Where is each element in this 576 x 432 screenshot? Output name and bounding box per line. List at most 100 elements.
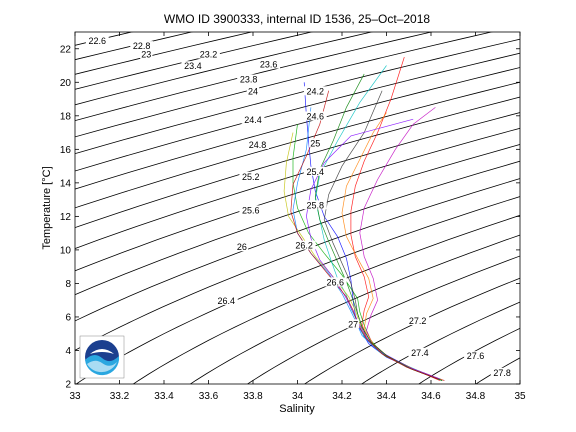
contour-label-bg <box>323 277 347 287</box>
profile-line <box>359 107 445 381</box>
y-tick-label: 10 <box>60 245 72 256</box>
contour-label-bg <box>241 114 265 124</box>
x-tick-label: 33.8 <box>243 391 263 402</box>
contour-label: 26.2 <box>295 241 313 251</box>
x-tick-label: 34.8 <box>466 391 486 402</box>
contour-label-bg <box>85 36 109 46</box>
contour-label: 24.6 <box>307 112 325 122</box>
contour-label: 26.4 <box>218 296 236 306</box>
isopycnal-line <box>75 38 520 155</box>
y-axis-label: Temperature [°C] <box>41 166 53 249</box>
isopycnal-line <box>75 196 520 384</box>
noaa-logo <box>79 335 125 379</box>
x-tick-label: 33.4 <box>154 391 174 402</box>
y-tick-label: 4 <box>65 346 71 357</box>
isopycnal-line <box>189 234 520 384</box>
contour-label-bg <box>246 140 269 149</box>
isopycnal-line <box>0 0 159 401</box>
contour-label-bg <box>239 171 263 181</box>
isopycnal-line <box>75 96 520 229</box>
contour-label: 27 <box>348 319 358 329</box>
contour-label-bg <box>303 111 327 121</box>
isopycnal-line <box>75 32 374 106</box>
contour-label: 25.8 <box>307 200 325 210</box>
isopycnal-line <box>75 144 520 296</box>
contour-label: 27.2 <box>409 316 427 326</box>
contour-label-bg <box>246 86 260 96</box>
x-tick-label: 33 <box>69 391 81 402</box>
x-axis-label: Salinity <box>279 403 315 415</box>
isopycnal-line <box>75 81 520 209</box>
contour-label: 27.8 <box>493 368 511 378</box>
contour-label: 24 <box>248 86 258 96</box>
contour-label-bg <box>408 347 432 357</box>
contour-label: 23 <box>141 50 151 60</box>
y-tick-label: 16 <box>60 145 72 156</box>
contour-label-bg <box>303 86 327 96</box>
contour-label-bg <box>257 59 280 69</box>
contour-label: 27.6 <box>467 351 485 361</box>
contour-label-bg <box>237 74 260 84</box>
isopycnal-line <box>75 112 520 249</box>
contour-label-bg <box>292 240 316 250</box>
profile-line <box>290 90 438 380</box>
y-tick-label: 22 <box>60 44 72 55</box>
contour-label: 25.2 <box>242 172 260 182</box>
density-contours <box>0 0 576 401</box>
isopycnal-line <box>75 160 520 322</box>
contour-label-bg <box>346 319 360 329</box>
contour-label-bg <box>130 41 154 51</box>
isopycnal-line <box>418 327 520 384</box>
contour-label-bg <box>197 49 220 59</box>
contour-label: 23.6 <box>260 60 278 70</box>
x-tick-label: 33.6 <box>199 391 219 402</box>
y-tick-label: 12 <box>60 212 72 223</box>
contour-label: 25 <box>310 138 320 148</box>
isopycnal-line <box>361 301 520 384</box>
isopycnal-line <box>75 127 520 272</box>
x-tick-label: 34.6 <box>421 391 441 402</box>
x-tick-label: 34.2 <box>332 391 352 402</box>
contour-label-bg <box>303 166 327 176</box>
y-tick-label: 18 <box>60 111 72 122</box>
isopycnal-line <box>132 214 520 384</box>
isopycnal-line <box>75 32 254 75</box>
x-tick-label: 34 <box>292 391 304 402</box>
isopycnal-line <box>475 357 520 384</box>
contour-label-bg <box>235 242 249 252</box>
contour-label-bg <box>214 295 238 305</box>
contour-label: 24.2 <box>307 86 325 96</box>
contour-label: 22.8 <box>133 41 151 51</box>
x-tick-label: 35 <box>514 391 526 402</box>
contour-label-bg <box>181 61 205 71</box>
y-tick-label: 20 <box>60 78 72 89</box>
contour-label-bg <box>140 49 153 59</box>
density-contour-labels: 22.6 22.823 23.223.4 23.623.824 24.2 24.4 24.6… <box>85 36 514 378</box>
chart-title: WMO ID 3900333, internal ID 1536, 25–Oct… <box>164 12 430 26</box>
contour-label-bg <box>303 200 327 210</box>
contour-label: 27.4 <box>411 348 429 358</box>
profile-line <box>323 90 443 381</box>
isopycnal-line <box>508 0 576 401</box>
y-tick-label: 2 <box>65 380 71 391</box>
y-tick-label: 8 <box>65 279 71 290</box>
contour-label: 26.6 <box>327 277 345 287</box>
x-tick-label: 34.4 <box>377 391 397 402</box>
contour-label: 23.2 <box>200 50 218 60</box>
contour-label-bg <box>464 351 487 361</box>
contour-label-bg <box>239 205 263 215</box>
isopycnal-line <box>303 277 520 384</box>
contour-label: 24.4 <box>244 115 262 125</box>
contour-label: 25.6 <box>242 205 260 215</box>
x-tick-label: 33.2 <box>110 391 130 402</box>
y-tick-label: 14 <box>60 178 72 189</box>
profile-line <box>306 118 441 380</box>
isopycnal-line <box>75 32 494 138</box>
isopycnal-line <box>75 52 520 172</box>
isopycnal-line <box>75 178 520 351</box>
isopycnal-line <box>565 0 576 401</box>
isopycnal-line <box>246 255 520 384</box>
isopycnal-line <box>75 32 434 122</box>
